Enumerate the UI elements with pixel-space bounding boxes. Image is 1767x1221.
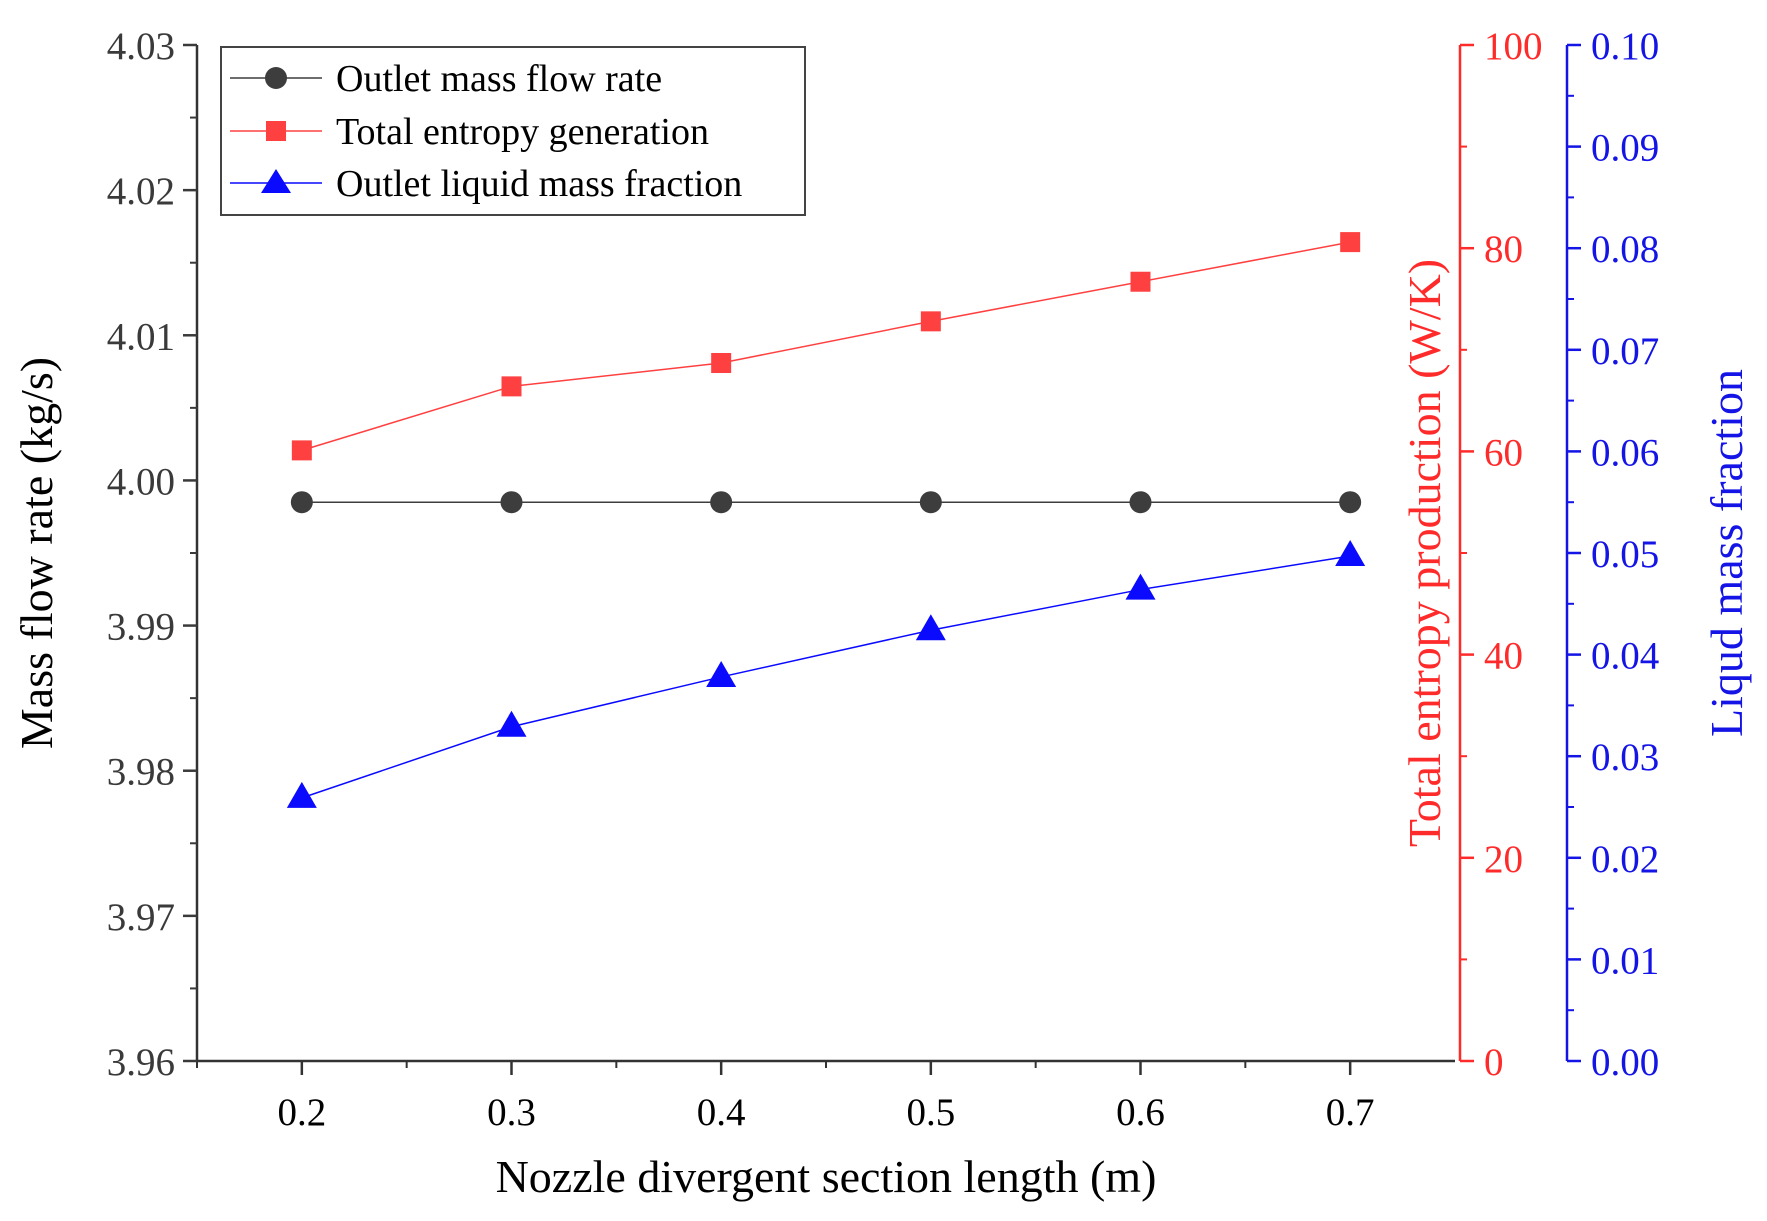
data-point-triangle	[1125, 573, 1156, 600]
data-point-square	[1340, 232, 1361, 253]
x-axis-ticks: 0.2 0.3 0.4 0.5 0.6 0.7	[196, 1061, 1375, 1134]
series-line-triangle	[301, 555, 1351, 799]
y-tick-label: 80	[1484, 228, 1523, 271]
data-point-triangle	[496, 710, 527, 737]
data-point-circle	[500, 491, 523, 514]
x-tick-label: 0.3	[487, 1091, 536, 1134]
entropy-axis-title: Total entropy production (W/K)	[1399, 259, 1450, 847]
series-layer	[286, 232, 1366, 808]
y-tick-label: 0.09	[1591, 127, 1659, 170]
y-tick-label: 0.07	[1591, 330, 1659, 373]
y-tick-label: 3.98	[107, 751, 175, 794]
y-tick-label: 60	[1484, 431, 1523, 474]
y-tick-label: 0.06	[1591, 431, 1659, 474]
x-axis-title: Nozzle divergent section length (m)	[496, 1151, 1157, 1202]
y-tick-label: 0.02	[1591, 838, 1659, 881]
y-tick-label: 100	[1484, 25, 1543, 68]
y-tick-label: 4.03	[107, 25, 175, 68]
series-line-square	[301, 241, 1351, 452]
data-point-triangle	[286, 781, 317, 808]
legend-marker-square	[266, 121, 286, 141]
entropy-axis-ticks: 0 20 40 60 80 100	[1460, 25, 1543, 1084]
y-tick-label: 4.00	[107, 460, 175, 503]
legend-marker-triangle	[261, 169, 291, 193]
y-tick-label: 3.99	[107, 606, 175, 649]
left-axis-ticks: 3.96 3.97 3.98 3.99 4.00 4.01 4.02 4.03	[107, 25, 197, 1084]
legend-label-entropy: Total entropy generation	[336, 111, 709, 153]
data-point-square	[501, 376, 522, 397]
y-tick-label: 0.10	[1591, 25, 1659, 68]
data-point-triangle	[706, 660, 737, 687]
x-tick-label: 0.7	[1326, 1091, 1375, 1134]
data-point-square	[291, 440, 312, 461]
y-tick-label: 0.05	[1591, 533, 1659, 576]
liquid-axis-ticks: 0.00 0.01 0.02 0.03 0.04 0.05 0.06 0.07 0.08 0.09…	[1567, 25, 1659, 1084]
x-tick-label: 0.4	[697, 1091, 746, 1134]
data-point-square	[920, 311, 941, 332]
legend-label-mass-flow: Outlet mass flow rate	[336, 58, 662, 100]
x-tick-label: 0.2	[277, 1091, 326, 1134]
y-tick-label: 20	[1484, 838, 1523, 881]
legend: Outlet mass flow rate Total entropy gene…	[220, 46, 806, 216]
x-tick-label: 0.6	[1116, 1091, 1165, 1134]
data-point-circle	[1339, 491, 1362, 514]
data-point-circle	[1129, 491, 1152, 514]
y-tick-label: 3.97	[107, 896, 175, 939]
data-point-square	[1130, 271, 1151, 292]
x-tick-label: 0.5	[906, 1091, 955, 1134]
legend-label-liquid: Outlet liquid mass fraction	[336, 163, 742, 205]
data-point-circle	[290, 491, 313, 514]
y-tick-label: 0.01	[1591, 939, 1659, 982]
y-tick-label: 40	[1484, 635, 1523, 678]
y-tick-label: 0	[1484, 1041, 1504, 1084]
legend-marker-circle	[265, 67, 287, 89]
data-point-square	[711, 353, 732, 374]
y-tick-label: 0.08	[1591, 228, 1659, 271]
y-tick-label: 0.00	[1591, 1041, 1659, 1084]
data-point-circle	[919, 491, 942, 514]
y-tick-label: 0.04	[1591, 635, 1659, 678]
y-tick-label: 4.01	[107, 315, 175, 358]
y-tick-label: 4.02	[107, 170, 175, 213]
data-point-triangle	[915, 614, 946, 641]
data-point-triangle	[1335, 540, 1366, 567]
y-tick-label: 3.96	[107, 1041, 175, 1084]
data-point-circle	[710, 491, 733, 514]
left-axis-title: Mass flow rate (kg/s)	[11, 357, 62, 749]
legend-box	[220, 46, 806, 216]
liquid-axis-title: Liqud mass fraction	[1701, 369, 1752, 737]
y-tick-label: 0.03	[1591, 736, 1659, 779]
